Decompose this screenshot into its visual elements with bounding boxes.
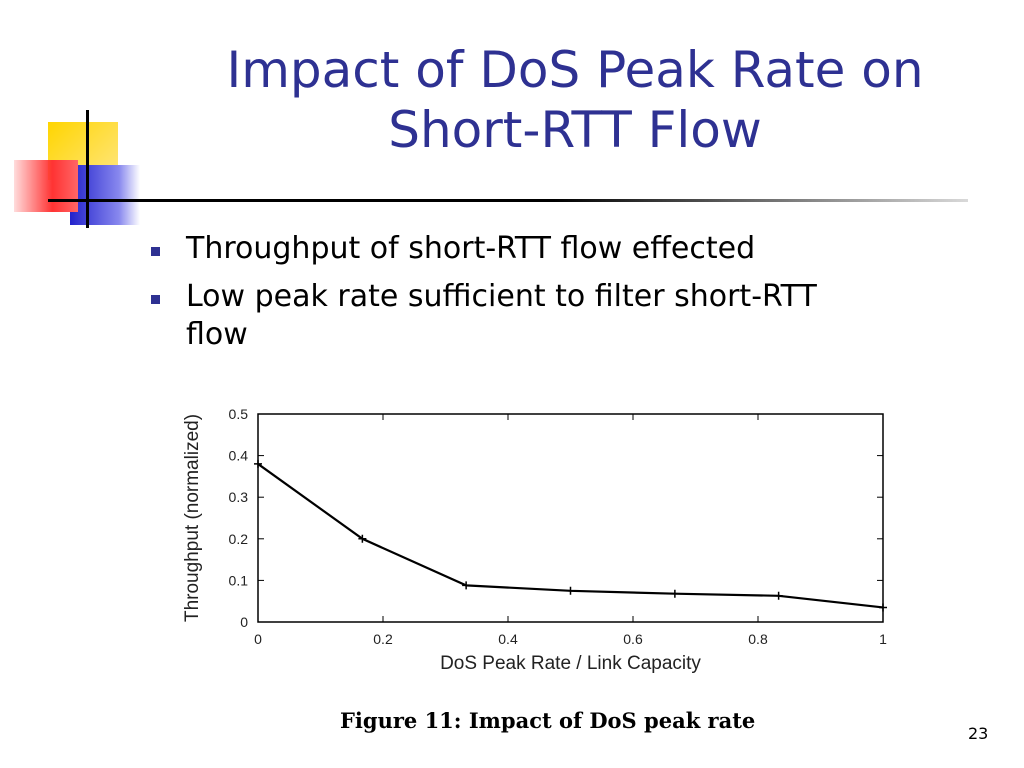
x-tick-label: 0.6 xyxy=(623,631,643,647)
data-point xyxy=(254,459,262,468)
data-point xyxy=(462,581,471,590)
figure-caption: Figure 11: Impact of DoS peak rate xyxy=(340,708,756,733)
y-axis-label: Throughput (normalized) xyxy=(182,414,203,622)
page-number: 23 xyxy=(968,724,989,743)
title-rule xyxy=(48,199,968,202)
throughput-chart: 0 0.2 0.4 0.6 0.8 1 0 0.1 0.2 0.3 0.4 0.5 DoS Peak R… xyxy=(182,406,887,674)
x-tick-label: 0.8 xyxy=(748,631,768,647)
title-line-2: Short-RTT Flow xyxy=(388,101,762,159)
slide-title: Impact of DoS Peak Rate on Short-RTT Flo… xyxy=(150,40,1000,160)
deco-red-square xyxy=(14,160,78,212)
data-point xyxy=(670,589,679,598)
deco-vertical-line xyxy=(86,110,89,228)
y-tick-label: 0.5 xyxy=(229,406,249,422)
data-point xyxy=(566,586,575,595)
y-tick-label: 0.2 xyxy=(229,531,249,547)
bullet-list: Throughput of short-RTT flow effected Lo… xyxy=(148,230,868,364)
x-tick-label: 0.2 xyxy=(373,631,393,647)
x-tick-label: 0 xyxy=(254,631,262,647)
bullet-square-icon xyxy=(151,247,160,256)
x-tick-label: 0.4 xyxy=(498,631,518,647)
series-line xyxy=(257,463,884,609)
bullet-item: Throughput of short-RTT flow effected xyxy=(148,230,868,268)
data-point xyxy=(774,591,783,600)
y-tick-label: 0.3 xyxy=(229,489,249,505)
y-tick-label: 0.1 xyxy=(229,572,249,588)
x-tick-label: 1 xyxy=(879,631,887,647)
bullet-text: Low peak rate sufficient to filter short… xyxy=(186,279,817,352)
data-point xyxy=(879,603,887,612)
deco-blue-square xyxy=(70,165,140,225)
plot-frame xyxy=(257,413,884,623)
bullet-text: Throughput of short-RTT flow effected xyxy=(186,231,756,266)
x-axis-label: DoS Peak Rate / Link Capacity xyxy=(440,653,701,674)
data-point xyxy=(358,534,367,543)
bullet-square-icon xyxy=(151,295,160,304)
title-line-1: Impact of DoS Peak Rate on xyxy=(226,41,924,99)
y-tick-label: 0.4 xyxy=(229,448,249,464)
bullet-item: Low peak rate sufficient to filter short… xyxy=(148,278,868,354)
y-tick-label: 0 xyxy=(240,614,248,630)
